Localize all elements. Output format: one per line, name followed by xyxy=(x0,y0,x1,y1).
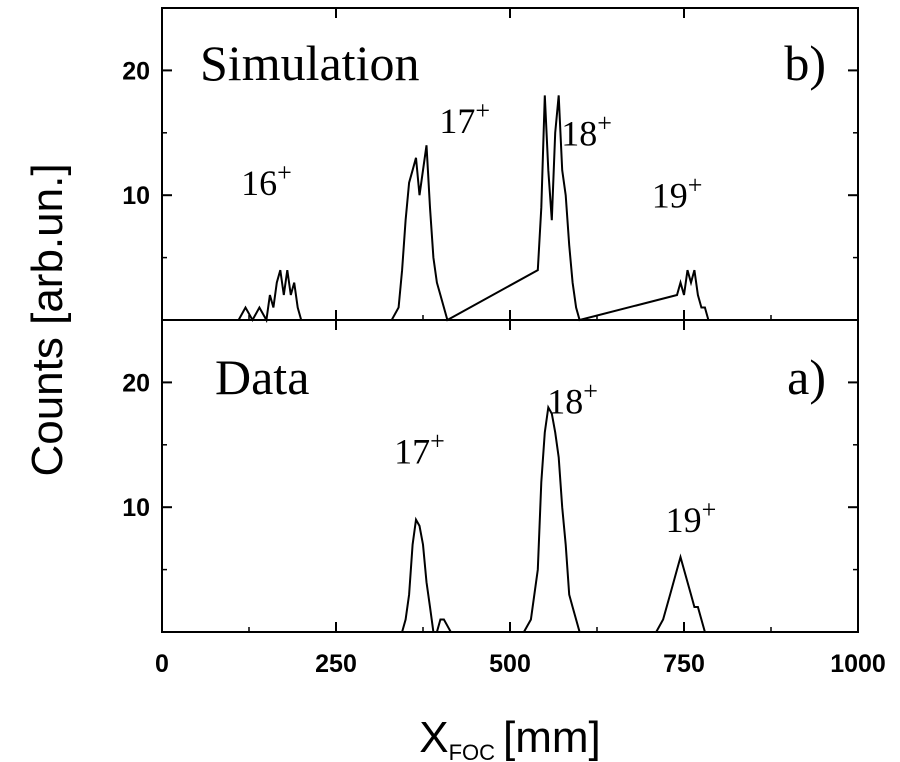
peak-label-sign: + xyxy=(688,171,703,200)
peak-label-charge: 19 xyxy=(666,500,702,540)
peak-label-charge: 18 xyxy=(547,382,583,422)
x-axis-title-main: X xyxy=(419,713,448,762)
peak-label-charge: 19 xyxy=(652,176,688,216)
panel-a-tag: a) xyxy=(787,349,826,405)
peak-label-charge: 16 xyxy=(241,163,277,203)
x-tick-label: 0 xyxy=(155,650,169,678)
peak-label-sign: + xyxy=(277,158,292,187)
simulation-title: Simulation xyxy=(200,35,419,91)
simulation-series-line xyxy=(237,95,710,324)
x-axis-title-subscript: FOC xyxy=(449,740,496,762)
simulation-peak-label: 19+ xyxy=(652,171,703,216)
x-axis-title-unit: [mm] xyxy=(503,713,601,762)
peak-label-sign: + xyxy=(702,495,717,524)
peak-label-sign: + xyxy=(430,427,445,456)
simulation-y-tick-label: 10 xyxy=(122,182,150,210)
x-tick-label: 750 xyxy=(663,650,705,678)
data-peak-label: 19+ xyxy=(666,495,717,540)
x-tick-label: 500 xyxy=(489,650,531,678)
simulation-peak-label: 18+ xyxy=(561,108,612,153)
data-series-line xyxy=(401,404,706,633)
x-tick-label: 1000 xyxy=(830,650,886,678)
peak-label-sign: + xyxy=(475,96,490,125)
peak-label-sign: + xyxy=(597,108,612,137)
y-axis-title: Counts [arb.un.] xyxy=(23,163,72,476)
data-histogram xyxy=(401,404,706,633)
data-y-tick-label: 10 xyxy=(122,494,150,522)
x-axis-title: XFOC [mm] xyxy=(419,713,601,762)
peak-label-charge: 17 xyxy=(439,101,475,141)
simulation-histogram xyxy=(237,95,710,324)
peak-label-charge: 18 xyxy=(561,113,597,153)
panel-b-tag: b) xyxy=(784,35,826,91)
data-y-tick-label: 20 xyxy=(122,369,150,397)
data-title: Data xyxy=(215,349,309,405)
data-peak-label: 17+ xyxy=(394,427,445,472)
data-peak-label: 18+ xyxy=(547,377,598,422)
x-tick-labels: 0 250 500 750 1000 xyxy=(155,650,886,678)
x-tick-label: 250 xyxy=(315,650,357,678)
peak-label-charge: 17 xyxy=(394,432,430,472)
simulation-peak-label: 16+ xyxy=(241,158,292,203)
simulation-peak-label: 17+ xyxy=(439,96,490,141)
simulation-peak-labels: 16+17+18+19+ xyxy=(241,96,702,216)
data-ticks: 10 20 xyxy=(122,320,859,632)
peak-label-sign: + xyxy=(583,377,598,406)
data-peak-labels: 17+18+19+ xyxy=(394,377,716,541)
simulation-y-tick-label: 20 xyxy=(122,57,150,85)
